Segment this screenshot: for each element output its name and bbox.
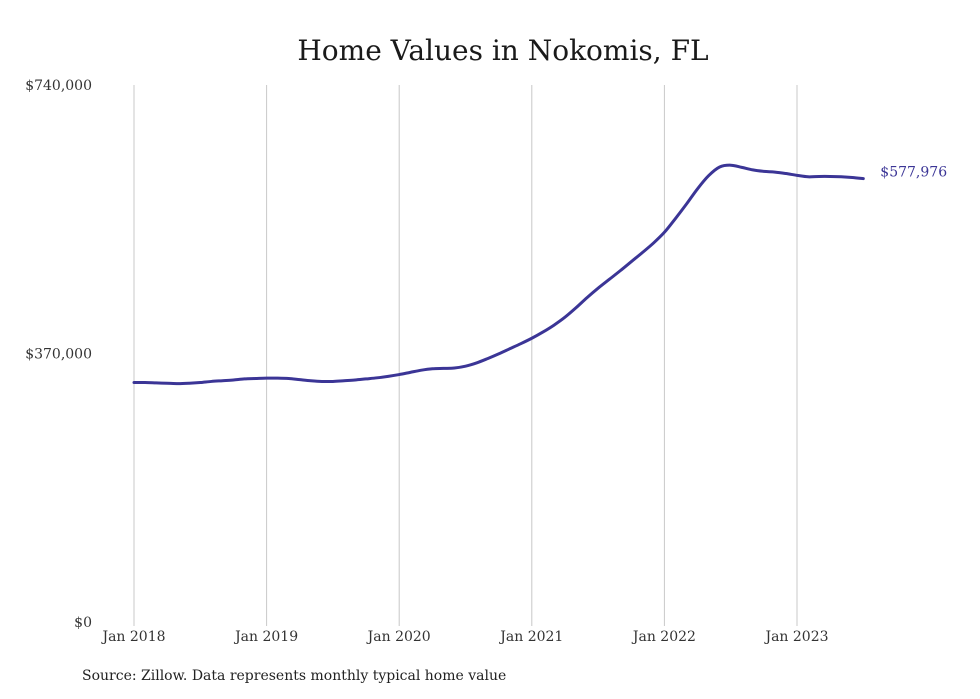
x-tick-label: Jan 2021 xyxy=(498,629,563,645)
source-note: Source: Zillow. Data represents monthly … xyxy=(82,668,507,684)
y-tick-label: $370,000 xyxy=(25,347,92,363)
x-tick-label: Jan 2020 xyxy=(366,629,431,645)
chart-title: Home Values in Nokomis, FL xyxy=(297,34,708,67)
y-axis: $0 $370,000 $740,000 xyxy=(25,78,92,631)
x-tick-label: Jan 2022 xyxy=(631,629,696,645)
y-tick-label: $740,000 xyxy=(25,78,92,94)
x-tick-label: Jan 2023 xyxy=(763,629,828,645)
series-line xyxy=(132,163,865,386)
end-value-label: $577,976 xyxy=(880,165,947,181)
series xyxy=(132,163,865,386)
x-tick-label: Jan 2018 xyxy=(100,629,165,645)
grid xyxy=(133,85,798,626)
x-axis: Jan 2018 Jan 2019 Jan 2020 Jan 2021 Jan 2022… xyxy=(100,629,828,645)
x-tick-label: Jan 2019 xyxy=(233,629,298,645)
y-tick-label: $0 xyxy=(74,615,92,631)
